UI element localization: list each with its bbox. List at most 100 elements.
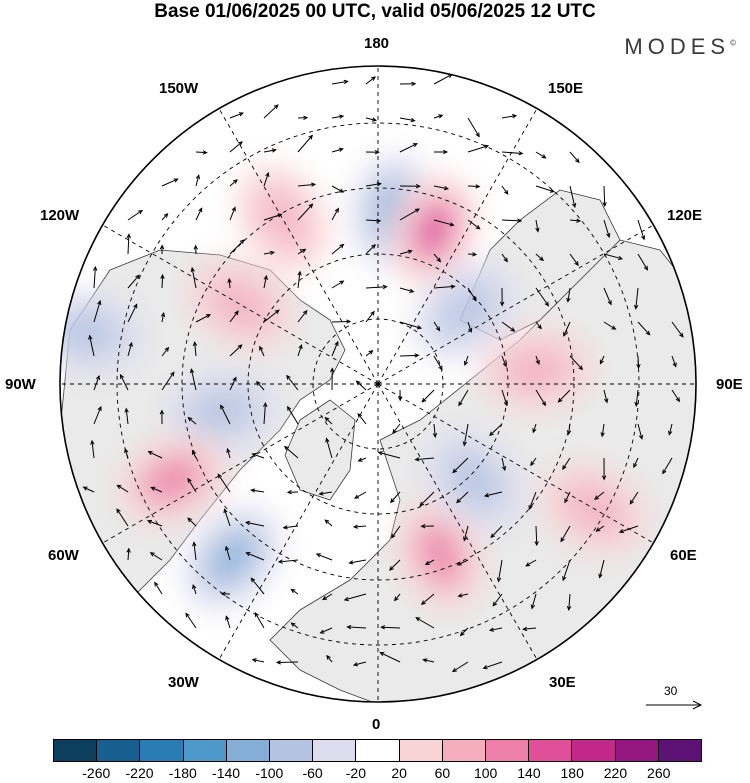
wind-vector (452, 457, 469, 474)
wind-vector (564, 491, 571, 504)
wind-vector (126, 547, 131, 561)
wind-vector (392, 423, 401, 434)
graticule (60, 66, 696, 702)
colorbar-tick-label: 220 (603, 765, 628, 781)
wind-vector (318, 491, 333, 496)
brand-logo: MODES© (624, 34, 736, 60)
meridian-lines (60, 66, 696, 702)
wind-vector (399, 143, 418, 153)
wind-vector (399, 249, 413, 255)
wind-vector (124, 407, 129, 425)
wind-vector (535, 219, 540, 233)
wind-vector (159, 409, 165, 425)
anomaly-core (435, 283, 495, 339)
anomaly-field (60, 154, 649, 612)
wind-vector (424, 559, 435, 565)
colorbar (53, 739, 702, 762)
wind-vector (277, 559, 299, 564)
colorbar-segment (270, 740, 314, 761)
wind-vector (324, 416, 333, 425)
wind-vector (263, 148, 277, 153)
wind-vector (150, 486, 163, 493)
wind-vector (127, 341, 133, 357)
wind-vector (192, 584, 197, 595)
wind-vector (250, 577, 265, 595)
wind-vector (399, 208, 420, 221)
colorbar-segment (529, 740, 573, 761)
wind-vector (457, 593, 469, 598)
wind-vector (259, 345, 265, 357)
wind-vector (263, 104, 279, 119)
wind-vector (377, 451, 401, 459)
wind-vector (343, 593, 367, 602)
wind-vector (467, 144, 490, 153)
wind-vector (501, 253, 508, 263)
wind-vector (365, 284, 388, 290)
wind-vector (225, 615, 231, 629)
wind-vector (352, 661, 367, 667)
wind-vector (528, 491, 537, 511)
wind-vector (93, 405, 102, 425)
wind-vector (149, 552, 163, 561)
wind-vector (116, 484, 129, 493)
wind-vector (287, 405, 299, 425)
wind-vector (192, 541, 197, 561)
lon-label-90e: 90E (716, 376, 743, 393)
wind-vector (192, 341, 198, 357)
brand-text: MODES (624, 34, 731, 59)
wind-vector (322, 593, 333, 601)
land-greenland (284, 399, 356, 501)
wind-vector (126, 233, 131, 255)
wind-vector (603, 253, 624, 261)
lon-label-0: 0 (372, 716, 381, 733)
wind-vector (263, 171, 270, 187)
lon-label-90w: 90W (5, 376, 36, 393)
wind-vector (637, 253, 649, 271)
wind-vector (331, 243, 345, 255)
wind-vector (127, 209, 144, 221)
wind-vector (227, 277, 232, 289)
wind-vector (263, 274, 268, 289)
wind-vector (324, 519, 333, 527)
wind-vector (399, 321, 423, 330)
wind-vector (467, 184, 481, 189)
wind-vector (535, 185, 555, 193)
lon-label-30e: 30E (549, 674, 576, 691)
wind-vector (490, 525, 503, 539)
colorbar-segment (226, 740, 271, 761)
map-frame (59, 65, 697, 703)
wind-vector (535, 253, 544, 262)
wind-vector (195, 314, 211, 323)
wind-vector (534, 525, 539, 547)
wind-vector (220, 404, 231, 425)
wind-vector (290, 588, 299, 595)
meridian-line (377, 383, 540, 664)
wind-vector (120, 373, 129, 391)
wind-vector (569, 151, 580, 164)
wind-vector (420, 523, 435, 529)
wind-vector (379, 652, 401, 663)
wind-vector (195, 207, 203, 221)
anomaly-core (502, 348, 571, 393)
wind-vector (535, 389, 546, 407)
wind-vector (161, 371, 175, 391)
wind-vector (217, 473, 231, 493)
wind-vector (297, 182, 317, 187)
wind-vector (331, 185, 345, 193)
wind-vector (297, 309, 308, 323)
wind-vector (346, 624, 367, 630)
wind-vector (90, 439, 95, 459)
wind-vector (419, 491, 435, 507)
wind-vector (433, 114, 444, 119)
colorbar-segment (658, 740, 702, 761)
wind-vector (463, 355, 469, 367)
wind-vector (93, 374, 101, 391)
wind-vector (331, 340, 339, 357)
wind-vector (662, 457, 673, 475)
wind-vector (456, 559, 469, 566)
anomaly-core (416, 521, 464, 588)
wind-vector (161, 212, 169, 221)
wind-vector (297, 203, 314, 221)
wind-vector (420, 593, 435, 605)
wind-vector (297, 134, 313, 153)
